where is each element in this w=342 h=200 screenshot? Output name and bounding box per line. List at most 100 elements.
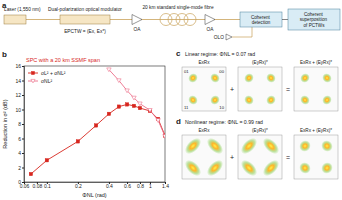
tick: 0.08 xyxy=(33,182,43,189)
tick: 0.4 xyxy=(106,182,113,189)
tick-mark xyxy=(22,110,24,111)
data-point xyxy=(132,96,136,100)
amplifier-label: OA xyxy=(134,27,142,32)
tick: 0.8 xyxy=(137,182,144,189)
symbol-cloud xyxy=(182,157,204,179)
data-point xyxy=(138,102,142,106)
fibre-coil xyxy=(184,14,196,26)
tick-label: 12 xyxy=(15,92,21,98)
tick: 6 xyxy=(18,136,24,142)
chart-title: SPC with a 20 km SSMF span xyxy=(26,57,100,63)
signal-label: EPCTW = (Ex, Ex*) xyxy=(64,29,106,34)
x-axis: 0.060.080.10.20.40.60.811.4 xyxy=(20,182,170,189)
y-axis-title: Reduction in σ² (dB) xyxy=(2,99,8,148)
series-line xyxy=(109,70,165,137)
data-point xyxy=(163,135,165,139)
data-point xyxy=(156,119,160,123)
tick: 0.06 xyxy=(20,182,30,189)
tick: 8 xyxy=(18,121,24,127)
tick: 0.1 xyxy=(44,182,51,189)
symbol-label: 01 xyxy=(184,69,189,74)
panel-label: b xyxy=(2,50,7,59)
data-point xyxy=(45,159,48,162)
plot-title: ExRx + (EyRx)* xyxy=(300,60,332,65)
data-point xyxy=(138,106,141,109)
symbol-cloud xyxy=(264,71,277,84)
tick-mark xyxy=(22,124,24,125)
tick: 2 xyxy=(18,165,24,171)
tick-label: 0.06 xyxy=(20,183,30,189)
symbol-cloud xyxy=(242,93,255,106)
plot-title: ExRx + (EyRx)* xyxy=(300,128,332,133)
constellation-frame xyxy=(294,135,338,179)
superposition-label-line: Coherent xyxy=(304,12,324,17)
superposition-label: Coherent superposition of PCTWs xyxy=(300,12,329,28)
symbol-cloud xyxy=(319,138,335,154)
lo-link xyxy=(232,27,252,37)
tick-label: 0.2 xyxy=(75,183,82,189)
data-point xyxy=(117,79,121,83)
tick-label: 1 xyxy=(149,183,152,189)
symbol-cloud xyxy=(320,93,333,106)
superposition-label-line: superposition xyxy=(300,17,329,22)
tick-mark xyxy=(22,139,24,140)
tick-label: 16 xyxy=(15,63,21,69)
tick: 0.2 xyxy=(75,182,82,189)
symbol-cloud xyxy=(242,71,255,84)
series-line xyxy=(31,104,165,174)
data-point xyxy=(148,109,152,113)
panel-title: Nonlinear regime: ΦNL = 0.99 rad xyxy=(185,119,263,125)
tick-label: 8 xyxy=(18,121,21,127)
symbol-cloud xyxy=(298,93,311,106)
symbol-cloud xyxy=(260,157,282,179)
tick-mark xyxy=(22,182,24,183)
constellation-frame xyxy=(182,135,226,179)
lo-label: OLO xyxy=(214,35,224,40)
tick: 16 xyxy=(15,63,24,69)
symbol-cloud xyxy=(298,71,311,84)
panel-label: d xyxy=(176,117,181,126)
plot-title: (EyRx)* xyxy=(252,60,268,65)
legend-marker xyxy=(31,79,35,83)
tick-label: 4 xyxy=(18,150,21,156)
operator: = xyxy=(286,86,290,93)
tick: 1.4 xyxy=(162,182,169,189)
tick-label: 0.8 xyxy=(137,183,144,189)
symbol-label: 00 xyxy=(219,69,224,74)
symbol-cloud xyxy=(319,160,335,176)
data-point xyxy=(117,105,120,108)
legend: σL² + σNL² σNL² xyxy=(28,70,66,84)
tick-label: 10 xyxy=(15,107,21,113)
legend-marker xyxy=(31,71,34,74)
tick-mark xyxy=(22,95,24,96)
constellation-frame xyxy=(294,67,338,111)
modulator-box xyxy=(60,15,110,24)
tick-label: 0.4 xyxy=(106,183,113,189)
symbol-cloud xyxy=(320,71,333,84)
setup-diagram: aLaser (1,550 nm)Dual-polarization optic… xyxy=(2,1,340,40)
symbol-label: 10 xyxy=(219,105,224,110)
local-oscillator xyxy=(226,34,232,40)
legend-label: σL² + σNL² xyxy=(41,70,66,76)
panel-label: c xyxy=(176,49,181,58)
symbol-cloud xyxy=(264,93,277,106)
operator: = xyxy=(286,154,290,161)
tick-label: 0.1 xyxy=(44,183,51,189)
tick-label: 2 xyxy=(18,165,21,171)
tick: 0 xyxy=(18,179,24,185)
legend-label: σNL² xyxy=(41,78,52,84)
constellation-panel: dNonlinear regime: ΦNL = 0.99 radExRx+(E… xyxy=(176,117,338,179)
tick-label: 0 xyxy=(18,179,21,185)
laser-label: Laser (1,550 nm) xyxy=(4,7,41,12)
operator: + xyxy=(230,86,234,93)
tick-label: 14 xyxy=(15,78,21,84)
plot-marks xyxy=(29,68,165,176)
tick-mark xyxy=(22,168,24,169)
tick-mark xyxy=(22,153,24,154)
x-axis-title: ΦNL (rad) xyxy=(82,192,107,198)
operator: + xyxy=(230,154,234,161)
tick: 1 xyxy=(149,182,152,189)
amplifier xyxy=(205,15,215,25)
symbol-label: 11 xyxy=(184,105,189,110)
symbol-cloud xyxy=(260,135,282,157)
